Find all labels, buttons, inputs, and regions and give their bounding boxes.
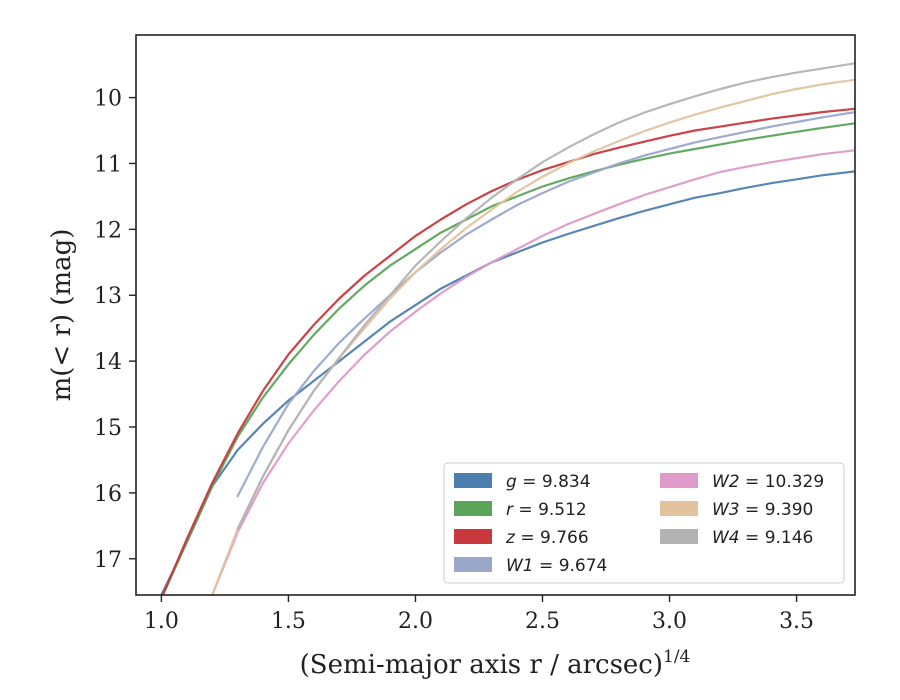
legend-label-z: z = 9.766	[505, 528, 589, 548]
legend-swatch-r	[454, 501, 492, 516]
x-tick-label: 2.5	[525, 609, 560, 634]
y-tick-label: 15	[94, 416, 122, 441]
series-line-w2	[211, 149, 855, 595]
series-line-w1	[236, 110, 855, 498]
x-tick-label: 2.0	[398, 609, 433, 634]
legend-label-w1: W1 = 9.674	[506, 556, 607, 576]
legend-label-w4: W4 = 9.146	[712, 528, 813, 548]
legend-label-r: r = 9.512	[506, 500, 587, 520]
legend-swatch-w1	[454, 557, 492, 572]
x-tick-label: 3.0	[652, 609, 687, 634]
series-line-z	[161, 107, 855, 595]
legend-label-w3: W3 = 9.390	[712, 500, 813, 520]
legend-swatch-w3	[660, 501, 698, 516]
x-tick-label: 1.0	[144, 609, 179, 634]
y-axis-ticks: 10 11 12 13 14 15 16 17	[94, 87, 136, 573]
y-tick-label: 11	[94, 152, 122, 177]
x-tick-label: 1.5	[271, 609, 306, 634]
y-tick-label: 16	[94, 482, 122, 507]
legend-label-w2: W2 = 10.329	[712, 472, 824, 492]
legend-swatch-w2	[660, 473, 698, 488]
legend-swatch-g	[454, 473, 492, 488]
y-tick-label: 14	[94, 350, 122, 375]
legend: g = 9.834 r = 9.512 z = 9.766 W1 = 9.674 W2 …	[443, 462, 845, 584]
legend-label-g: g = 9.834	[506, 472, 591, 492]
series-lines	[160, 62, 855, 595]
y-axis-title: m(< r) (mag)	[47, 229, 77, 402]
y-tick-label: 13	[94, 284, 122, 309]
y-tick-label: 12	[94, 218, 122, 243]
legend-swatch-w4	[660, 529, 698, 544]
x-axis-title: (Semi-major axis r / arcsec)1/4	[300, 647, 691, 680]
series-line-w4	[236, 62, 855, 531]
y-tick-label: 10	[94, 87, 122, 112]
x-axis-ticks: 1.0 1.5 2.0 2.5 3.0 3.5	[144, 595, 814, 634]
series-line-g	[160, 170, 855, 595]
plot-frame	[135, 34, 856, 596]
legend-frame	[443, 462, 845, 584]
y-tick-label: 17	[94, 548, 122, 573]
x-tick-label: 3.5	[779, 609, 814, 634]
legend-swatch-z	[454, 529, 492, 544]
